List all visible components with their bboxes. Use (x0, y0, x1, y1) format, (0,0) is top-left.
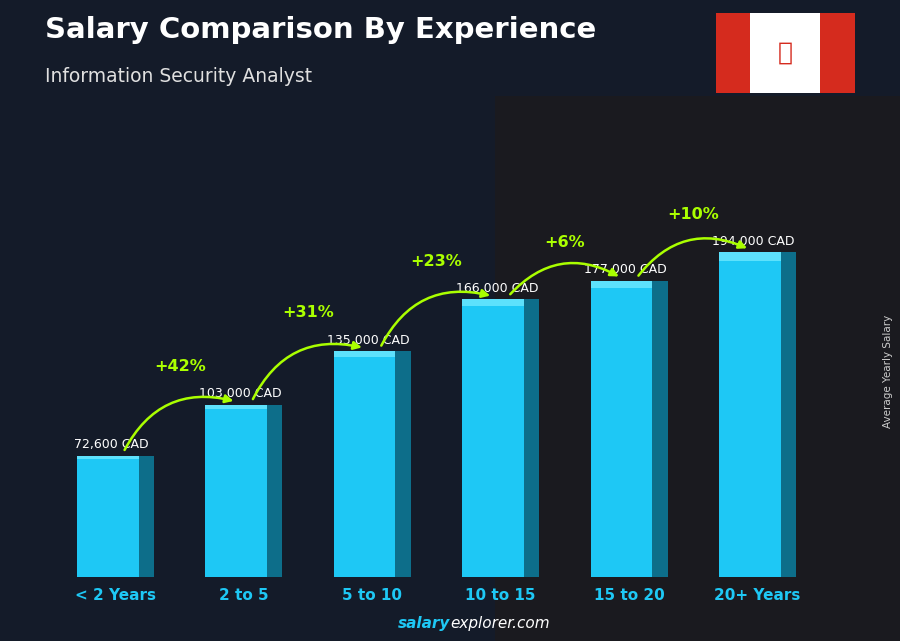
Text: +6%: +6% (544, 235, 585, 250)
Bar (463, 299, 524, 306)
Text: explorer.com: explorer.com (450, 617, 550, 631)
Bar (267, 404, 283, 577)
Bar (820, 13, 855, 93)
Text: salary: salary (398, 617, 450, 631)
Bar (524, 299, 539, 577)
Bar (719, 253, 780, 261)
Bar (139, 456, 154, 577)
Text: +31%: +31% (283, 305, 334, 320)
Text: Salary Comparison By Experience: Salary Comparison By Experience (45, 16, 596, 44)
Bar (751, 13, 820, 93)
Text: Average Yearly Salary: Average Yearly Salary (883, 315, 893, 428)
Text: 72,600 CAD: 72,600 CAD (75, 438, 149, 451)
Bar (205, 404, 267, 577)
Bar (716, 13, 751, 93)
Bar (719, 253, 780, 577)
Text: +10%: +10% (667, 207, 719, 222)
Bar (77, 456, 139, 458)
Bar (334, 351, 395, 577)
Bar (590, 281, 652, 288)
Text: +42%: +42% (154, 359, 206, 374)
Bar (395, 351, 410, 577)
Bar (590, 281, 652, 577)
Bar (334, 351, 395, 357)
Text: 135,000 CAD: 135,000 CAD (328, 333, 410, 347)
Bar (495, 96, 900, 641)
Text: +23%: +23% (410, 254, 463, 269)
Bar (780, 253, 796, 577)
Bar (77, 456, 139, 577)
Bar (205, 404, 267, 409)
Text: 194,000 CAD: 194,000 CAD (712, 235, 795, 248)
Text: 🍁: 🍁 (778, 41, 793, 65)
Bar (463, 299, 524, 577)
Text: 166,000 CAD: 166,000 CAD (455, 281, 538, 295)
Text: Information Security Analyst: Information Security Analyst (45, 67, 312, 87)
Bar (652, 281, 668, 577)
Text: 177,000 CAD: 177,000 CAD (584, 263, 667, 276)
Text: 103,000 CAD: 103,000 CAD (199, 387, 282, 400)
